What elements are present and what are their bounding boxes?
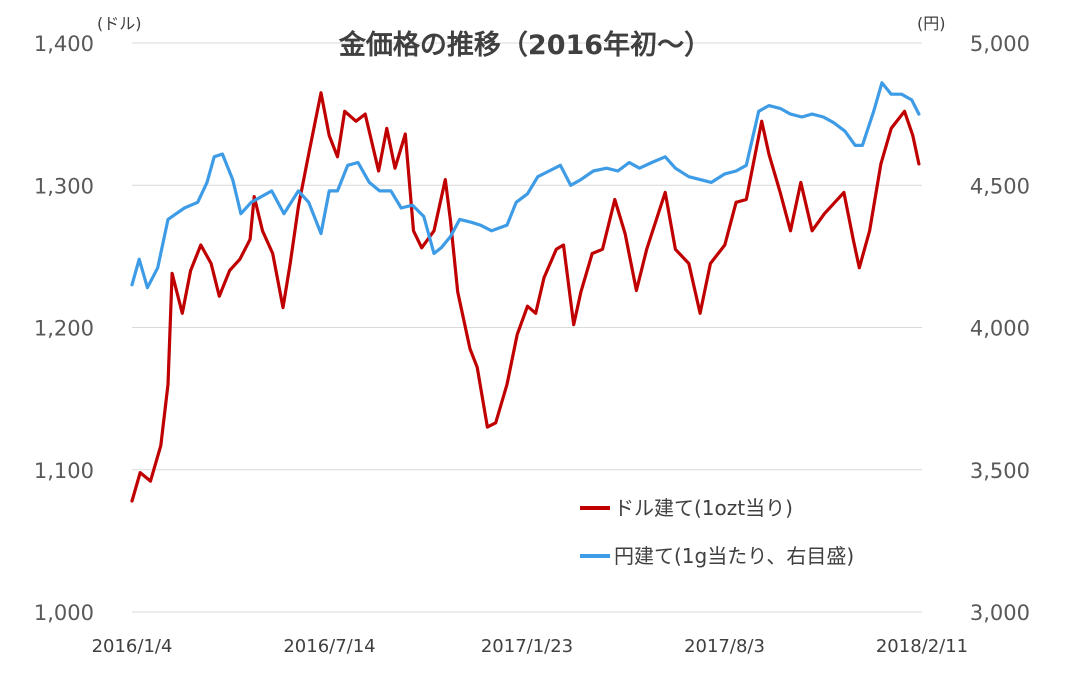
series-line-dollar xyxy=(130,91,921,503)
right-axis-tick-label: 3,000 xyxy=(970,601,1030,625)
series-line-yen xyxy=(130,81,921,290)
left-axis-unit: (ドル) xyxy=(97,14,142,33)
left-axis-tick-label: 1,200 xyxy=(34,317,94,341)
grid-lines xyxy=(132,42,922,613)
left-axis-ticks: 1,000 1,100 1,200 1,300 1,400 xyxy=(34,32,94,625)
series-lines xyxy=(130,81,921,503)
right-axis-tick-label: 4,500 xyxy=(970,174,1030,198)
left-axis-tick-label: 1,300 xyxy=(34,174,94,198)
chart-title: 金価格の推移（2016年初～） xyxy=(338,29,711,61)
x-axis-tick-label: 2017/8/3 xyxy=(684,636,765,657)
right-axis-tick-label: 5,000 xyxy=(970,32,1030,56)
right-axis-tick-label: 3,500 xyxy=(970,459,1030,483)
left-axis-tick-label: 1,000 xyxy=(34,601,94,625)
left-axis-tick-label: 1,100 xyxy=(34,459,94,483)
x-axis-ticks: 2016/1/4 2016/7/14 2017/1/23 2017/8/3 2018/2… xyxy=(92,636,969,657)
left-axis-tick-label: 1,400 xyxy=(34,32,94,56)
legend: ドル建て(1ozt当り) 円建て(1g当たり、右目盛) xyxy=(580,496,854,568)
x-axis-tick-label: 2016/1/4 xyxy=(92,636,173,657)
right-axis-ticks: 3,000 3,500 4,000 4,500 5,000 xyxy=(970,32,1030,625)
x-axis-tick-label: 2016/7/14 xyxy=(283,636,375,657)
x-axis-tick-label: 2017/1/23 xyxy=(481,636,573,657)
legend-label-dollar: ドル建て(1ozt当り) xyxy=(614,496,793,520)
right-axis-tick-label: 4,000 xyxy=(970,317,1030,341)
right-axis-unit: (円) xyxy=(917,14,946,33)
legend-label-yen: 円建て(1g当たり、右目盛) xyxy=(614,544,854,568)
x-axis-tick-label: 2018/2/11 xyxy=(876,636,968,657)
